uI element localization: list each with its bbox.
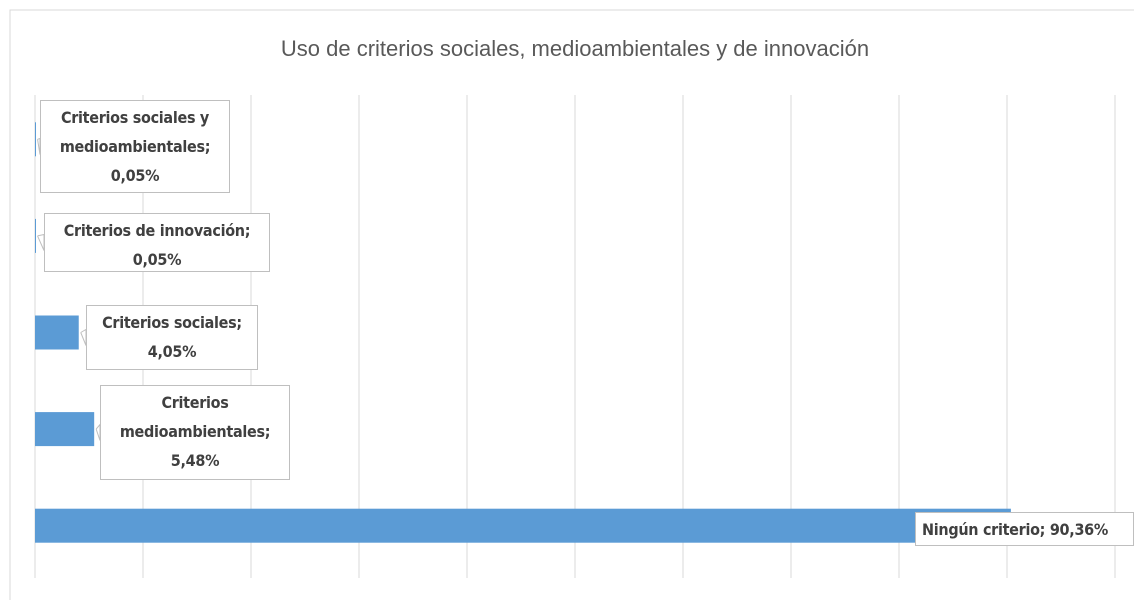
bar	[35, 218, 36, 253]
data-label: Criterios de innovación; 0,05%	[44, 213, 270, 272]
data-label: Ningún criterio; 90,36%	[915, 512, 1134, 546]
data-label: Criterios sociales; 4,05%	[86, 305, 258, 370]
chart-frame	[9, 9, 1134, 600]
data-label: Criterios sociales y medioambientales; 0…	[40, 100, 230, 193]
bar	[35, 508, 1011, 543]
bar	[35, 412, 95, 447]
bar	[35, 122, 36, 157]
chart-title: Uso de criterios sociales, medioambienta…	[281, 36, 869, 61]
bar	[35, 315, 79, 350]
data-label: Criterios medioambientales; 5,48%	[100, 385, 290, 480]
